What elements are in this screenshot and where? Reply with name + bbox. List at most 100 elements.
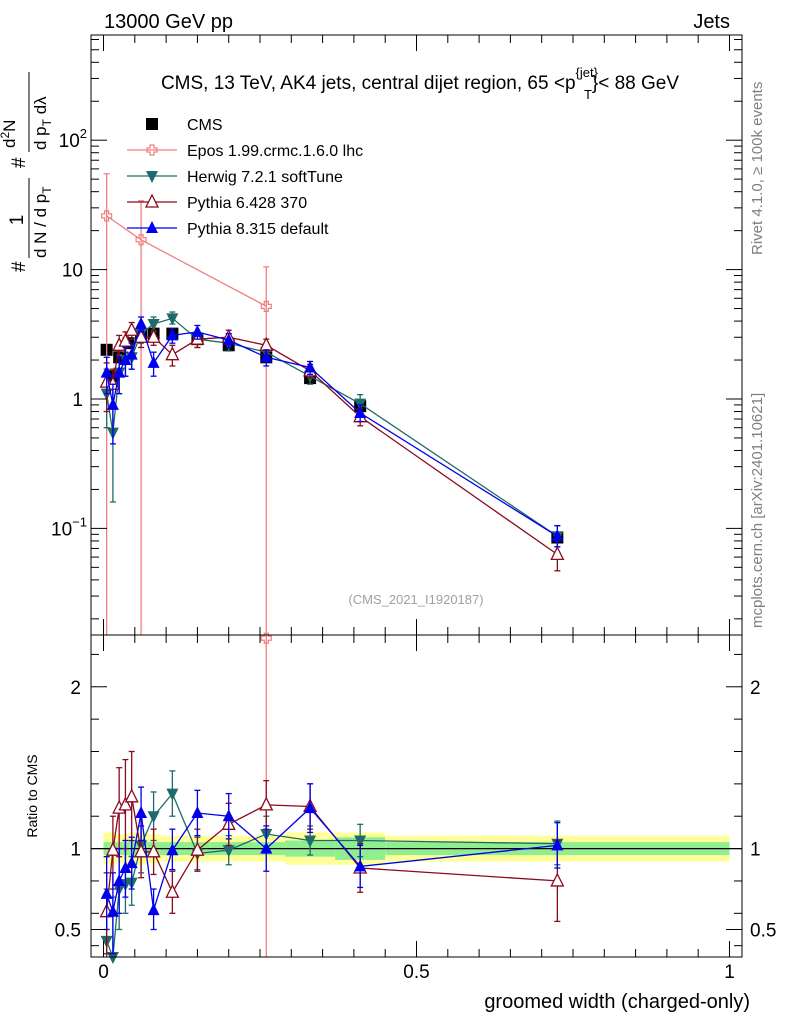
legend-item-epos: Epos 1.99.crmc.1.6.0 lhc (127, 143, 363, 160)
legend-marker-epos-shape (146, 144, 158, 156)
ratio-panel: 0 0.5 1 0.5 0.5 1 1 2 2 Ratio to CMS groomed wid… (24, 632, 776, 1013)
ratio-ytick-label: 2 (70, 678, 81, 699)
ratio-ytick-label-right: 0.5 (750, 920, 776, 941)
ylabel-hash-2: # (9, 157, 30, 168)
main-ytick-label: 10 (62, 261, 83, 282)
title-sub: T (584, 87, 592, 102)
legend-label-herwig: Herwig 7.2.1 softTune (187, 169, 343, 186)
main-point-pythia6 (118, 332, 133, 347)
ratio-point-pythia8 (222, 809, 235, 822)
ylabel-den-sub: T (40, 186, 54, 194)
legend-marker-pythia6 (144, 193, 160, 208)
ratio-point-epos-shape (260, 632, 272, 644)
ylabel-den-text: d N / d p (31, 194, 50, 258)
main-point-epos (101, 210, 113, 222)
main-point-herwig (147, 318, 160, 331)
main-point-epos-shape (260, 300, 272, 312)
main-point-pythia6 (550, 545, 565, 561)
main-point-pythia6 (165, 346, 180, 361)
main-series-epos (101, 173, 272, 635)
ylabel-num2-sup: 2 (0, 132, 12, 139)
ratio-ytick-label: 0.5 (55, 920, 81, 941)
ratio-ytick-label-right: 2 (750, 678, 761, 699)
analysis-watermark: (CMS_2021_I1920187) (348, 592, 483, 607)
ratio-point-pythia8 (304, 801, 317, 814)
ratio-ytick-label-right: 1 (750, 840, 761, 861)
main-point-pythia8 (125, 347, 138, 360)
legend-item-pythia8: Pythia 8.315 default (127, 221, 329, 238)
title-sup: {jet} (576, 65, 599, 80)
ratio-line-herwig (105, 792, 558, 958)
ratio-point-herwig (222, 845, 235, 858)
ratio-point-pythia8 (106, 904, 119, 917)
main-point-pythia8 (119, 353, 132, 366)
legend-label-epos: Epos 1.99.crmc.1.6.0 lhc (187, 143, 363, 160)
main-point-pythia6 (146, 328, 161, 343)
main-ytick-label-exp: −1 (72, 514, 87, 529)
ratio-point-pythia6 (118, 796, 133, 811)
main-point-pythia8 (106, 397, 119, 410)
main-point-pythia6 (134, 328, 149, 343)
main-point-epos (135, 234, 147, 246)
ylabel-num2-text: d (0, 139, 19, 148)
ratio-series-herwig (100, 770, 564, 964)
main-point-pythia8 (147, 355, 160, 368)
main-point-pythia8 (166, 328, 179, 341)
ratio-point-pythia8 (119, 861, 132, 874)
main-axes: 10−1 1 10 102 (51, 35, 742, 635)
ratio-point-herwig (166, 788, 179, 801)
ylabel-hash: # (9, 261, 30, 272)
ratio-point-pythia8 (147, 903, 160, 916)
main-ytick-label: 102 (59, 126, 87, 152)
ratio-xlabel: groomed width (charged-only) (484, 991, 750, 1013)
ratio-ylabel: Ratio to CMS (24, 754, 40, 837)
main-point-pythia8 (100, 365, 113, 378)
legend-marker-cms (146, 118, 158, 130)
main-point-pythia8 (304, 360, 317, 373)
main-ytick-label: 1 (72, 390, 83, 411)
main-plot-area (99, 173, 565, 635)
ylabel-den2-text: d p (31, 126, 50, 150)
main-line-pythia6 (106, 329, 558, 555)
main-series-pythia6 (99, 321, 565, 572)
legend-label-pythia6: Pythia 6.428 370 (187, 195, 307, 212)
title-main: CMS, 13 TeV, AK4 jets, central dijet reg… (161, 73, 576, 94)
ratio-plot-area (91, 632, 742, 964)
ratio-frame (90, 634, 743, 958)
ratio-point-pythia6 (165, 883, 180, 898)
ratio-point-pythia6 (259, 796, 274, 811)
ratio-point-pythia8 (135, 805, 148, 818)
mcplots-label: mcplots.cern.ch [arXiv:2401.10621] (749, 393, 766, 628)
ratio-xtick-label: 0 (98, 962, 109, 983)
ylabel-den2-sub: T (40, 118, 54, 126)
ratio-point-pythia8 (100, 886, 113, 899)
main-point-pythia8 (222, 333, 235, 346)
ratio-point-pythia6 (134, 843, 149, 858)
ratio-point-epos (260, 632, 272, 644)
main-series-pythia8 (100, 316, 564, 548)
ratio-series-pythia8 (100, 783, 564, 955)
ratio-point-pythia8 (166, 843, 179, 856)
ylabel-num: 1 (7, 215, 28, 226)
main-point-epos-shape (135, 234, 147, 246)
main-series-herwig (100, 311, 564, 548)
ratio-point-herwig (304, 835, 317, 848)
legend-marker-herwig (146, 171, 158, 183)
ylabel-num2-end: N (0, 120, 19, 132)
main-point-pythia8 (354, 405, 367, 418)
ratio-point-pythia6 (190, 841, 205, 856)
ratio-point-herwig (147, 811, 160, 824)
ratio-point-pythia8 (191, 805, 204, 818)
ratio-point-pythia8 (113, 873, 126, 886)
ratio-ytick-label: 1 (70, 840, 81, 861)
header-right: Jets (693, 11, 730, 33)
main-point-pythia8 (551, 529, 564, 542)
main-point-pythia8 (113, 365, 126, 378)
ratio-point-herwig (354, 835, 367, 848)
rivet-label: Rivet 4.1.0, ≥ 100k events (749, 82, 766, 255)
main-point-pythia6 (124, 321, 139, 336)
ylabel-den2-end: dλ (31, 96, 50, 119)
ratio-point-pythia6 (124, 788, 139, 803)
header-left: 13000 GeV pp (104, 11, 233, 33)
